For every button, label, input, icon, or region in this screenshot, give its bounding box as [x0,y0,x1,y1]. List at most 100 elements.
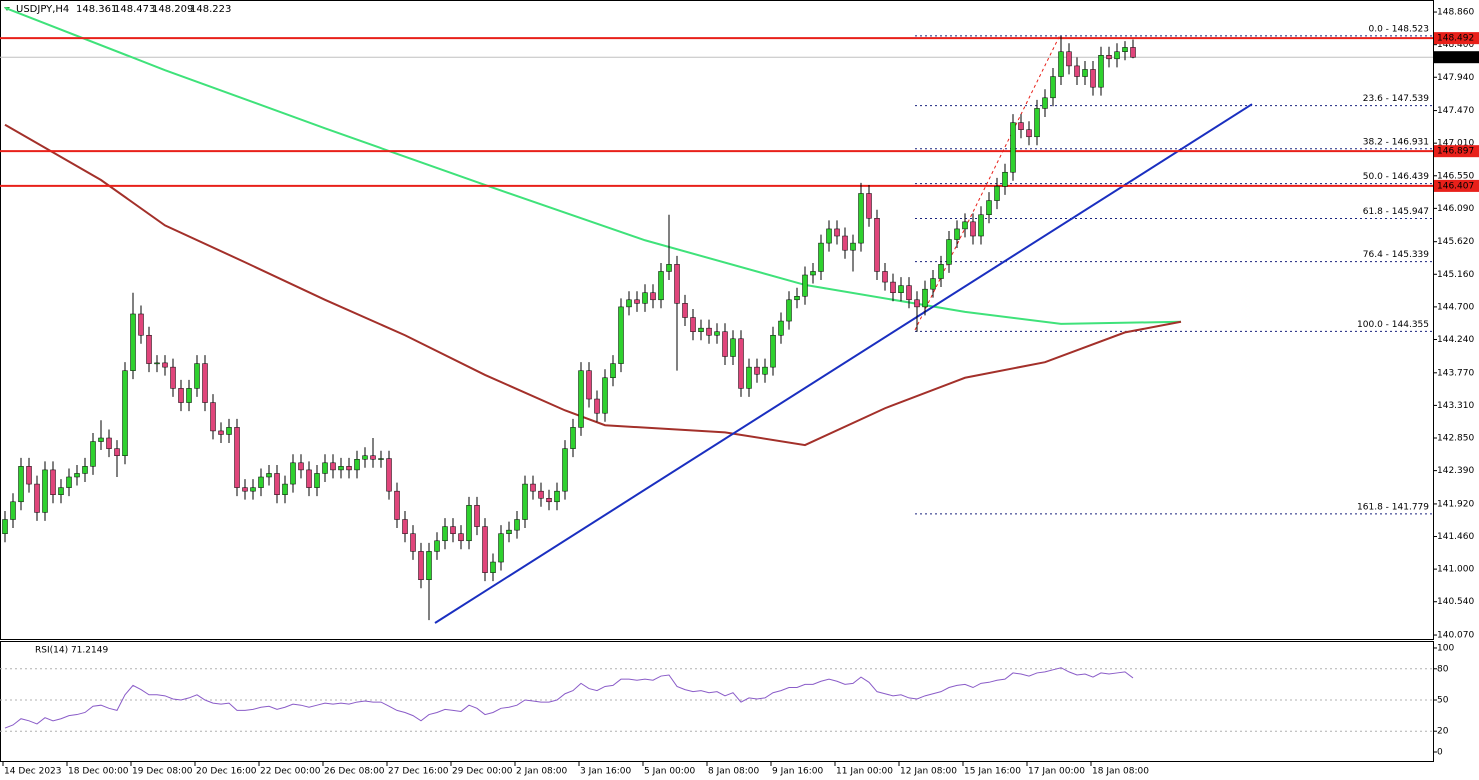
candle-body [802,274,808,297]
candle-body [90,441,96,467]
candle-body [386,458,392,492]
y-tick-label: 148.860 [1437,8,1474,18]
candle-body [186,388,192,403]
candle-body [74,473,80,478]
x-tick-label: 18 Dec 00:00 [68,767,129,777]
candle-body [26,466,32,485]
candle-body [842,235,848,251]
candle-body [610,363,616,379]
y-tick-label: 147.010 [1437,139,1474,149]
fib-label: 0.0 - 148.523 [1369,24,1430,34]
candle-body [514,519,520,531]
candle-body [938,264,944,279]
candle-body [250,487,256,492]
candle-body [162,362,168,368]
candle-body [730,338,736,357]
level-price-label: 148.492 [1437,34,1474,44]
candle-body [818,242,824,272]
candle-body [426,551,432,581]
x-tick-label: 5 Jan 00:00 [644,767,696,777]
candle-body [1050,76,1056,99]
y-tick-label: 142.850 [1437,434,1474,444]
level-price-label: 146.407 [1437,181,1474,191]
moving-average [4,123,1182,447]
candle-body [674,264,680,304]
y-tick-label: 141.920 [1437,499,1474,509]
y-tick-label: 145.620 [1437,237,1474,247]
x-tick-label: 17 Jan 00:00 [1028,767,1085,777]
candle-body [130,313,136,371]
candle-body [930,278,936,290]
candle-body [834,228,840,237]
candle-body [1010,122,1016,173]
y-tick-label: 145.160 [1437,270,1474,280]
y-tick-label: 147.940 [1437,73,1474,83]
moving-average [4,6,1182,325]
candle-body [978,214,984,237]
candle-body [562,448,568,492]
fib-label: 161.8 - 141.779 [1357,502,1429,512]
candle-body [954,228,960,240]
chart-title: USDJPY,H4 [16,4,69,15]
rsi-y-tick-label: 50 [1437,695,1449,705]
candle-body [402,519,408,534]
candle-body [778,320,784,336]
candle-body [642,292,648,304]
y-tick-label: 141.460 [1437,532,1474,542]
candle-body [450,526,456,534]
candle-body [2,519,8,534]
fib-label: 50.0 - 146.439 [1363,172,1429,182]
candle-body [210,402,216,432]
candle-body [482,526,488,573]
y-tick-label: 144.240 [1437,335,1474,345]
candle-body [146,334,152,364]
candle-body [266,473,272,478]
candle-body [1042,97,1048,109]
candle-body [698,327,704,332]
x-tick-label: 12 Jan 08:00 [900,767,957,777]
candle-body [466,505,472,542]
candle-body [1018,122,1024,130]
candle-body [338,466,344,471]
candle-body [226,427,232,435]
y-tick-label: 143.310 [1437,401,1474,411]
level-price-box [1434,145,1479,158]
candle-body [690,317,696,332]
candle-body [1002,171,1008,187]
candle-body [258,476,264,488]
candle-body [658,271,664,301]
candle-body [866,193,872,219]
rsi-title: RSI(14) 71.2149 [35,646,108,656]
rsi-panel-frame [0,641,1434,762]
candle-body [874,218,880,272]
candle-body [370,455,376,460]
candle-body [762,366,768,375]
candle-body [50,469,56,495]
candle-body [234,427,240,488]
candle-body [970,221,976,237]
candle-body [122,370,128,456]
level-price-box [1434,179,1479,192]
candle-body [202,363,208,403]
current-price-label: 148.223 [1437,53,1474,63]
x-tick-label: 14 Dec 2023 [4,767,62,777]
main-panel-frame [0,0,1434,640]
y-tick-label: 147.470 [1437,106,1474,116]
candle-body [330,462,336,471]
fib-label: 23.6 - 147.539 [1363,94,1429,104]
rsi-y-tick-label: 20 [1437,727,1449,737]
candle-body [282,483,288,495]
x-tick-label: 19 Dec 08:00 [132,767,193,777]
candle-body [770,334,776,368]
candle-body [18,466,24,503]
candle-body [826,228,832,244]
candle-body [98,437,104,442]
candle-body [946,239,952,265]
rsi-y-tick-label: 80 [1437,664,1449,674]
candle-body [1090,69,1096,88]
candle-body [578,370,584,428]
candle-body [354,459,360,471]
candle-body [506,529,512,534]
current-price-box [1434,51,1479,64]
x-tick-label: 11 Jan 00:00 [836,767,893,777]
